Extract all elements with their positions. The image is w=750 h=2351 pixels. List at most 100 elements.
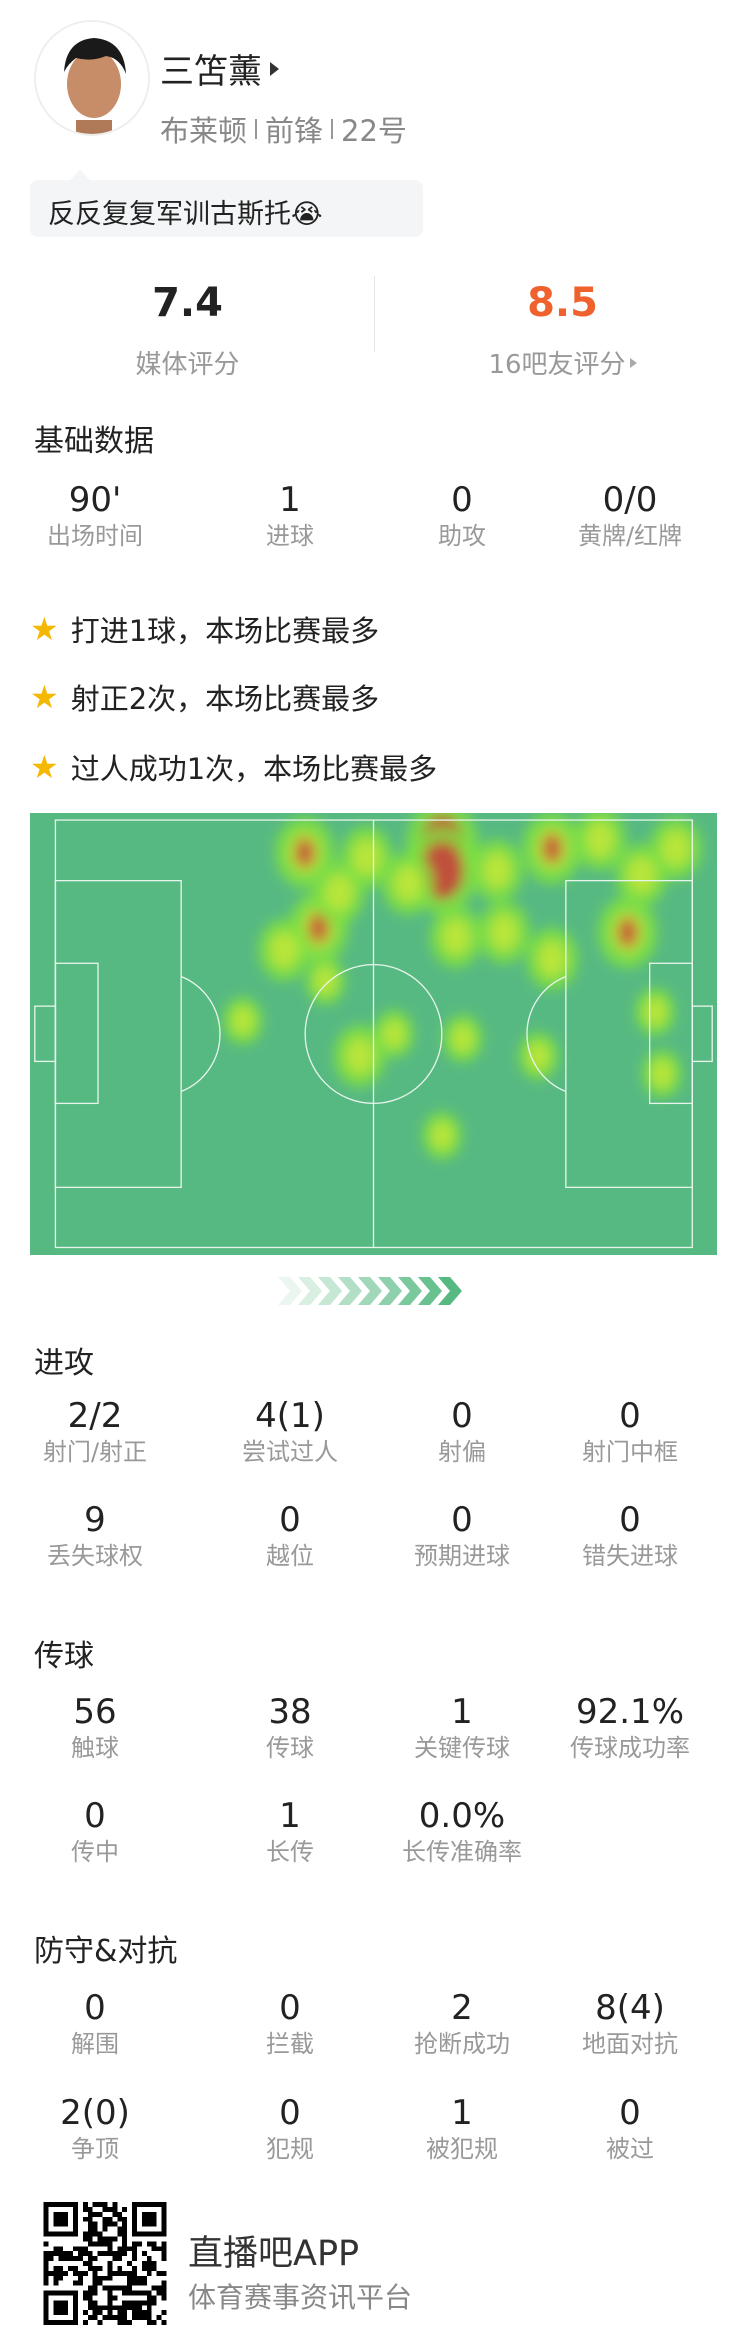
qr-module — [112, 2305, 118, 2311]
qr-module — [141, 2251, 147, 2257]
qr-module — [97, 2305, 103, 2311]
stat-label: 传球 — [266, 1734, 314, 1762]
divider — [255, 119, 258, 139]
qr-module — [43, 2241, 49, 2247]
qr-module — [77, 2280, 83, 2286]
qr-module — [102, 2236, 108, 2242]
qr-module — [117, 2285, 123, 2291]
stat-item: 0 拦截 — [195, 1988, 385, 2060]
qr-module — [107, 2300, 113, 2306]
qr-module — [156, 2285, 162, 2291]
qr-module — [117, 2305, 123, 2311]
heatmap-pitch — [30, 813, 717, 1255]
stat-value: 0 — [84, 1988, 106, 2028]
qr-module — [73, 2256, 78, 2262]
qr-module — [77, 2256, 83, 2262]
qr-module — [122, 2310, 128, 2316]
stat-label: 关键传球 — [414, 1734, 510, 1762]
qr-module — [141, 2300, 147, 2306]
qr-module — [132, 2265, 137, 2271]
qr-module — [151, 2285, 157, 2291]
qr-module — [161, 2280, 167, 2286]
heat-spot-core — [627, 856, 656, 894]
qr-module — [161, 2251, 167, 2257]
qr-module — [107, 2270, 113, 2276]
heat-spot-core — [345, 1037, 375, 1075]
heat-spot-core — [527, 1042, 550, 1071]
chevron-icon — [338, 1277, 362, 1305]
qr-module — [151, 2261, 157, 2266]
fan-rating-label: 16吧友评分 — [488, 350, 626, 380]
qr-module — [117, 2270, 123, 2276]
qr-module — [53, 2280, 59, 2286]
section-title-defense: 防守&对抗 — [34, 1934, 178, 1969]
qr-module — [161, 2285, 167, 2291]
qr-module — [107, 2216, 113, 2222]
qr-module — [97, 2202, 103, 2207]
qr-module — [92, 2305, 98, 2311]
qr-module — [92, 2310, 98, 2316]
qr-module — [58, 2265, 64, 2271]
qr-module — [63, 2270, 69, 2276]
qr-code[interactable] — [42, 2202, 168, 2325]
qr-module — [127, 2300, 133, 2306]
media-rating-value: 7.4 — [152, 280, 223, 326]
stat-label: 争顶 — [71, 2135, 119, 2163]
qr-module — [58, 2270, 64, 2276]
qr-module — [107, 2246, 113, 2252]
qr-module — [48, 2256, 54, 2262]
qr-module — [87, 2206, 93, 2212]
qr-module — [87, 2265, 93, 2271]
stat-value: 1 — [451, 1692, 473, 1732]
stat-item: 0/0 黄牌/红牌 — [535, 480, 725, 552]
stat-value: 4(1) — [255, 1396, 325, 1436]
stat-item: 90' 出场时间 — [0, 480, 190, 552]
stat-label: 预期进球 — [414, 1542, 510, 1570]
qr-module — [136, 2315, 142, 2321]
qr-module — [92, 2285, 98, 2291]
fan-rating[interactable]: 8.5 16吧友评分 — [375, 280, 750, 381]
qr-module — [151, 2295, 157, 2301]
qr-module — [82, 2251, 88, 2257]
stat-label: 长传准确率 — [402, 1838, 522, 1866]
stat-item: 9 丢失球权 — [0, 1500, 190, 1572]
heat-spot-core — [324, 874, 354, 911]
qr-module — [43, 2275, 49, 2281]
stat-item: 1 被犯规 — [367, 2093, 557, 2165]
qr-module — [122, 2290, 128, 2296]
qr-module — [136, 2275, 142, 2281]
comment-bubble[interactable]: 反反复复军训古斯托😭 — [30, 170, 423, 237]
section-title-passing: 传球 — [34, 1639, 94, 1674]
penalty-arc — [180, 975, 221, 1093]
player-name-link[interactable]: 三笘薰 — [160, 44, 279, 93]
star-icon: ★ — [30, 748, 59, 786]
qr-module — [132, 2315, 137, 2321]
qr-module — [132, 2300, 137, 2306]
qr-module — [48, 2251, 54, 2257]
qr-module — [97, 2265, 103, 2271]
qr-module — [107, 2236, 113, 2242]
qr-module — [127, 2275, 133, 2281]
qr-module — [132, 2310, 137, 2316]
qr-module — [87, 2216, 93, 2222]
qr-module — [151, 2241, 157, 2247]
qr-module — [87, 2285, 93, 2291]
stat-label: 越位 — [266, 1542, 314, 1570]
qr-module — [97, 2241, 103, 2247]
qr-module — [53, 2270, 59, 2276]
qr-module — [151, 2300, 157, 2306]
stat-item: 0 助攻 — [367, 480, 557, 552]
qr-module — [82, 2261, 88, 2266]
chevron-icon — [298, 1277, 322, 1305]
player-avatar[interactable] — [34, 20, 150, 136]
chevron-icon — [378, 1277, 402, 1305]
app-name: 直播吧APP — [188, 2234, 360, 2274]
stat-item: 56 触球 — [0, 1692, 190, 1764]
qr-module — [132, 2256, 137, 2262]
fan-rating-value: 8.5 — [527, 280, 598, 326]
stat-item: 0 被过 — [535, 2093, 725, 2165]
qr-module — [132, 2270, 137, 2276]
qr-module — [146, 2265, 152, 2271]
qr-module — [63, 2251, 69, 2257]
qr-module — [82, 2270, 88, 2276]
